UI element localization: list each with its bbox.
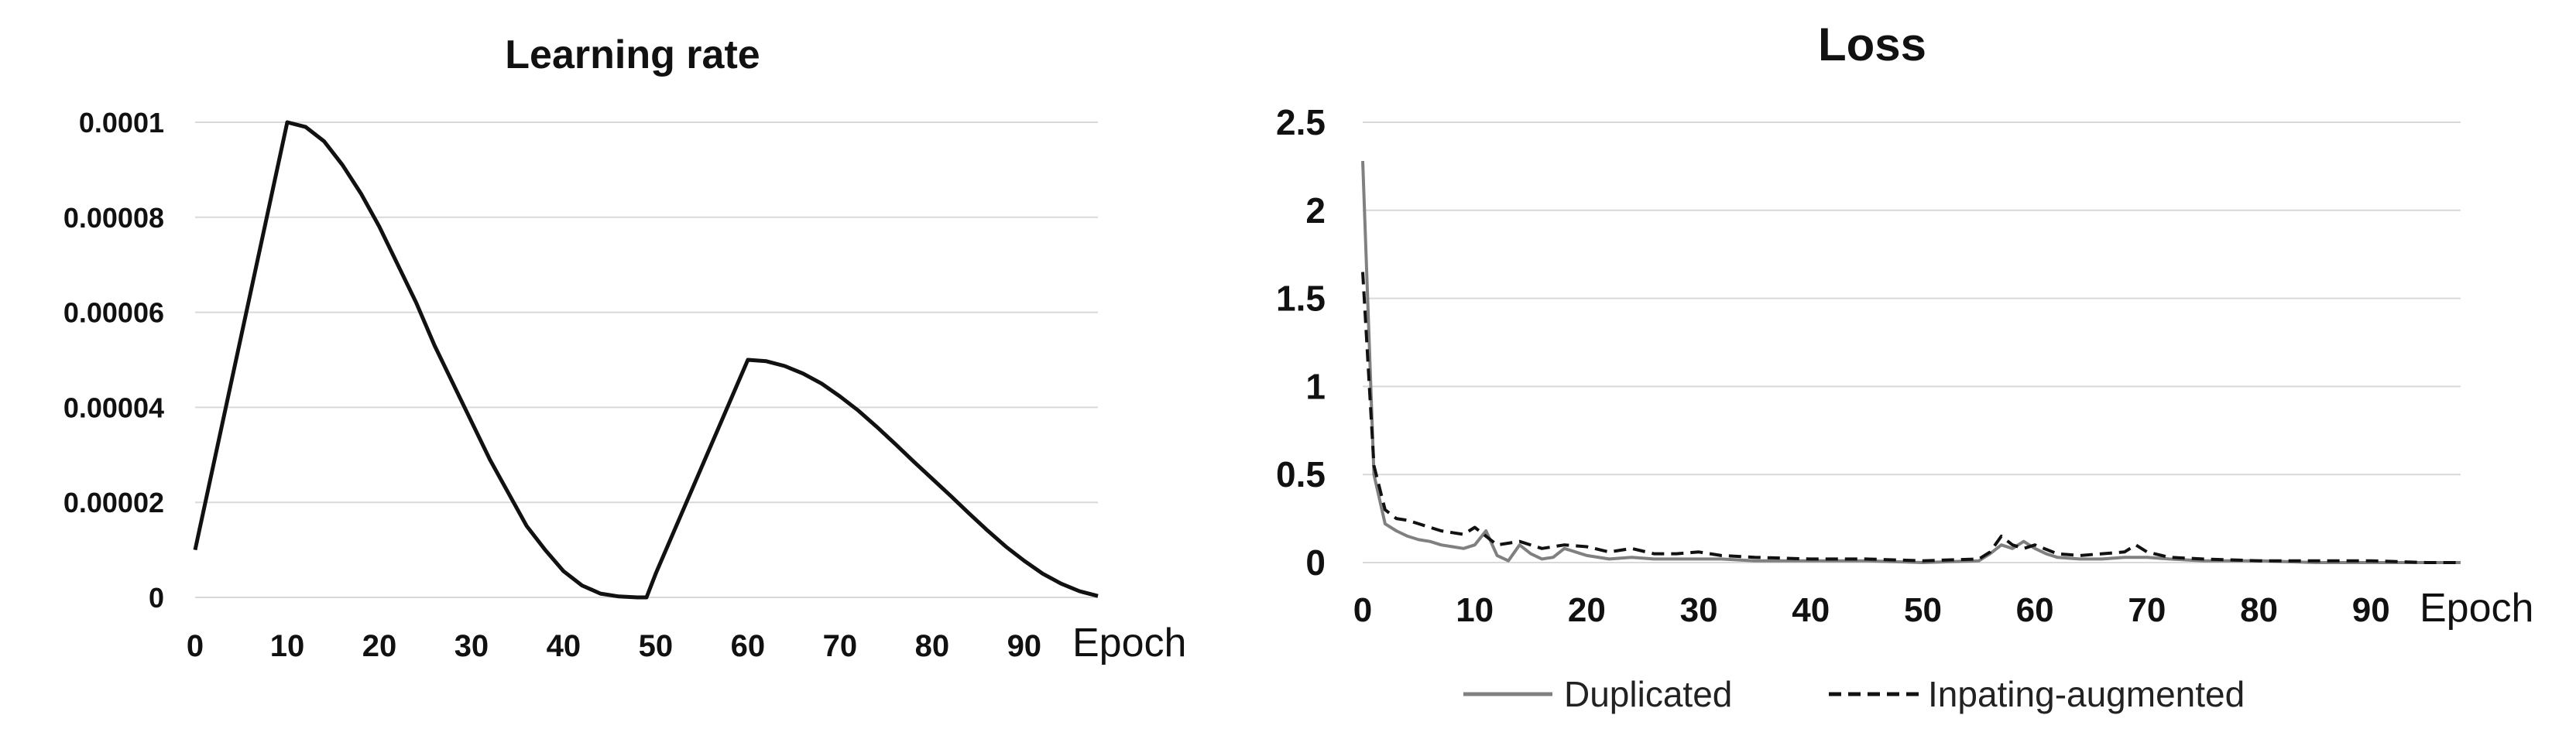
loss-legend: Duplicated Inpating-augmented — [1463, 674, 2245, 714]
learning-rate-x-ticks: 0 10 20 30 40 50 60 70 80 90 — [187, 629, 1041, 663]
x-tick-label: 0 — [187, 629, 204, 663]
learning-rate-x-label: Epoch — [1072, 621, 1186, 665]
loss-series-inpainting-line — [1361, 272, 2461, 564]
loss-title: Loss — [1818, 19, 1926, 70]
x-tick-label: 80 — [2240, 591, 2278, 629]
loss-gridlines — [1363, 121, 2461, 563]
x-tick-label: 50 — [639, 629, 674, 663]
y-tick-label: 0.00008 — [63, 202, 164, 234]
y-tick-label: 0.0001 — [79, 107, 164, 139]
x-tick-label: 30 — [454, 629, 489, 663]
y-tick-label: 0 — [1305, 542, 1326, 583]
x-tick-label: 20 — [1568, 591, 1606, 629]
y-tick-label: 0 — [149, 582, 164, 614]
learning-rate-gridlines — [195, 121, 1098, 598]
x-tick-label: 40 — [547, 629, 581, 663]
x-tick-label: 30 — [1680, 591, 1718, 629]
x-tick-label: 70 — [823, 629, 858, 663]
x-tick-label: 10 — [270, 629, 305, 663]
x-tick-label: 60 — [731, 629, 766, 663]
x-tick-label: 20 — [362, 629, 397, 663]
x-tick-label: 90 — [1007, 629, 1042, 663]
learning-rate-title: Learning rate — [505, 33, 760, 77]
y-tick-label: 0.00002 — [63, 487, 164, 518]
y-tick-label: 2 — [1305, 190, 1326, 231]
learning-rate-series-line — [193, 120, 1099, 600]
x-tick-label: 0 — [1353, 591, 1372, 629]
y-tick-label: 2.5 — [1276, 102, 1326, 142]
y-tick-label: 0.00006 — [63, 297, 164, 329]
legend-inpainting-label: Inpating-augmented — [1928, 674, 2245, 714]
y-tick-label: 1.5 — [1276, 279, 1326, 319]
loss-chart: Loss 0 0.5 1 1.5 2 2.5 0 10 20 30 40 50 60 70 80 90 Ep… — [1276, 19, 2533, 714]
x-tick-label: 10 — [1456, 591, 1494, 629]
x-tick-label: 90 — [2352, 591, 2390, 629]
loss-y-ticks: 0 0.5 1 1.5 2 2.5 — [1276, 102, 1326, 583]
y-tick-label: 0.5 — [1276, 454, 1326, 494]
x-tick-label: 70 — [2128, 591, 2166, 629]
x-tick-label: 80 — [915, 629, 950, 663]
learning-rate-y-ticks: 0 0.00002 0.00004 0.00006 0.00008 0.0001 — [63, 107, 164, 614]
loss-x-ticks: 0 10 20 30 40 50 60 70 80 90 — [1353, 591, 2390, 629]
x-tick-label: 50 — [1904, 591, 1942, 629]
loss-series-duplicated-line — [1361, 161, 2461, 564]
y-tick-label: 1 — [1305, 366, 1326, 406]
learning-rate-chart: Learning rate 0 0.00002 0.00004 0.00006 0.00… — [63, 33, 1187, 665]
x-tick-label: 40 — [1792, 591, 1830, 629]
loss-x-label: Epoch — [2420, 586, 2533, 631]
x-tick-label: 60 — [2016, 591, 2054, 629]
legend-duplicated-label: Duplicated — [1564, 674, 1732, 714]
y-tick-label: 0.00004 — [63, 392, 164, 423]
